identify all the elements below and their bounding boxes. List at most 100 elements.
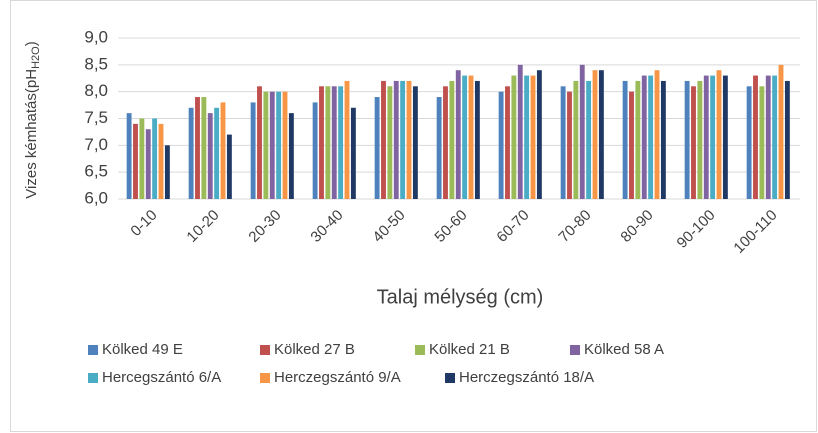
- x-tick-label: 90-100: [674, 207, 719, 252]
- bar: [530, 75, 536, 199]
- bar: [220, 102, 226, 199]
- bar: [269, 91, 275, 199]
- bar: [455, 70, 461, 199]
- bar: [778, 64, 784, 199]
- bar: [462, 75, 468, 199]
- bar: [381, 80, 386, 199]
- bar: [226, 134, 232, 199]
- bar: [573, 80, 579, 199]
- bar: [350, 107, 356, 199]
- bar: [635, 80, 641, 199]
- x-tick-label: 60-70: [493, 207, 532, 246]
- bar: [164, 145, 170, 199]
- bar: [697, 80, 703, 199]
- legend-label: Herczegszántó 9/A: [274, 369, 401, 386]
- bar: [387, 86, 393, 199]
- bar: [443, 86, 448, 199]
- bar: [524, 75, 530, 199]
- y-tick-label: 8,5: [84, 54, 108, 73]
- bar: [338, 86, 344, 199]
- bar: [282, 91, 288, 199]
- y-tick-label: 7,5: [84, 108, 108, 127]
- legend-swatch: [415, 345, 425, 355]
- legend-label: Kölked 21 B: [429, 341, 510, 358]
- bar: [567, 91, 572, 199]
- bar: [498, 91, 504, 199]
- bar: [436, 97, 442, 199]
- y-axis-label: Vizes kémhatás(pHH2O): [23, 41, 42, 198]
- bar: [344, 80, 350, 199]
- legend-label: Kölked 58 A: [584, 341, 664, 358]
- legend-swatch: [570, 345, 580, 355]
- legend-swatch: [88, 373, 98, 383]
- bar: [746, 86, 752, 199]
- bar: [188, 107, 194, 199]
- bar: [536, 70, 542, 199]
- bar: [629, 91, 634, 199]
- bar: [214, 107, 220, 199]
- bar: [331, 86, 337, 199]
- legend-swatch: [88, 345, 98, 355]
- bar: [648, 75, 654, 199]
- bar: [654, 70, 660, 199]
- bar: [641, 75, 647, 199]
- bar: [288, 113, 294, 199]
- bar: [207, 113, 213, 199]
- y-tick-label: 9,0: [84, 27, 108, 46]
- bar: [716, 70, 722, 199]
- bar: [517, 64, 523, 199]
- bar: [139, 118, 145, 199]
- legend-swatch: [260, 345, 270, 355]
- bar: [759, 86, 765, 199]
- bar: [753, 75, 758, 199]
- bar: [449, 80, 455, 199]
- x-tick-label: 10-20: [183, 207, 222, 246]
- bar: [505, 86, 510, 199]
- legend-swatch: [260, 373, 270, 383]
- bar: [133, 123, 138, 199]
- x-tick-label: 70-80: [555, 207, 594, 246]
- bar: [772, 75, 778, 199]
- bar: [579, 64, 585, 199]
- bar: [263, 91, 269, 199]
- y-tick-label: 6,0: [84, 188, 108, 207]
- bar: [126, 113, 132, 199]
- bar: [703, 75, 709, 199]
- bar: [691, 86, 696, 199]
- bar: [250, 102, 256, 199]
- x-tick-label: 80-90: [617, 207, 656, 246]
- bar: [400, 80, 406, 199]
- bar: [145, 129, 151, 199]
- bar: [592, 70, 598, 199]
- bar: [684, 80, 690, 199]
- bar: [312, 102, 318, 199]
- bar: [276, 91, 282, 199]
- bar: [152, 118, 158, 199]
- y-label-sub: H2O: [30, 46, 42, 69]
- bar: [158, 123, 164, 199]
- bar: [201, 97, 207, 199]
- x-axis-label: Talaj mélység (cm): [377, 286, 544, 308]
- bar: [195, 97, 200, 199]
- x-tick-label: 0-10: [127, 207, 160, 240]
- bar: [586, 80, 592, 199]
- bar: [325, 86, 331, 199]
- bar: [412, 86, 418, 199]
- x-tick-label: 50-60: [431, 207, 470, 246]
- legend-label: Kölked 27 B: [274, 341, 355, 358]
- bar: [710, 75, 716, 199]
- x-tick-label: 100-110: [730, 207, 780, 257]
- x-tick-label: 30-40: [307, 207, 346, 246]
- chart-border: [10, 0, 817, 432]
- y-tick-label: 8,0: [84, 81, 108, 100]
- y-label-main: Vizes kémhatás(pH: [23, 69, 40, 199]
- legend-swatch: [445, 373, 455, 383]
- legend-label: Herczegszántó 18/A: [459, 369, 594, 386]
- x-tick-label: 40-50: [369, 207, 408, 246]
- y-tick-label: 7,0: [84, 135, 108, 154]
- bar: [722, 75, 728, 199]
- bar: [560, 86, 566, 199]
- bar: [765, 75, 771, 199]
- bar: [784, 80, 790, 199]
